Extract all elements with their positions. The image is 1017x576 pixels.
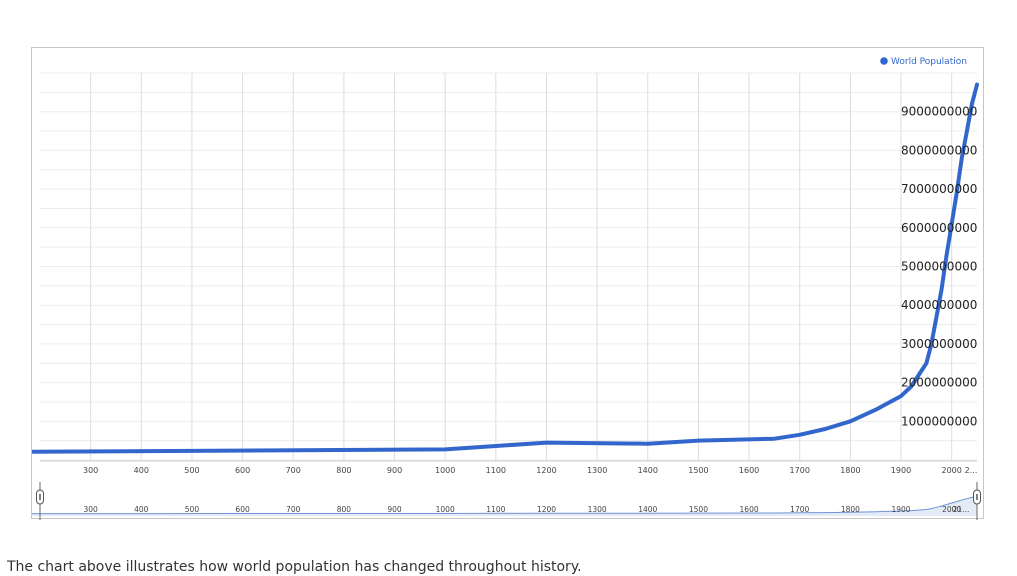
x-tick-label: 1700: [790, 466, 810, 475]
plot-area: [32, 82, 979, 454]
chart-frame: 300 400 500 600 700 800 900 1000 1100 1200 1300 140…: [31, 47, 984, 520]
y-tick-label: 3000000000: [901, 337, 977, 351]
grid: [40, 72, 977, 462]
legend-label: World Population: [891, 57, 967, 67]
x-tick-label: 1900: [891, 466, 911, 475]
navigator-track: [40, 494, 977, 516]
navigator-right-handle[interactable]: [973, 482, 981, 520]
y-tick-label: 2000000000: [901, 376, 977, 390]
x-tick-label: 700: [286, 466, 301, 475]
navigator-tick-label: 500: [185, 505, 200, 514]
x-tick-label: 1200: [536, 466, 556, 475]
navigator-tick-label: 800: [337, 505, 352, 514]
x-tick-label: 2...: [965, 466, 978, 475]
y-tick-label: 4000000000: [901, 298, 977, 312]
x-tick-label: 1000: [435, 466, 455, 475]
y-tick-label: 8000000000: [901, 143, 977, 157]
x-tick-label: 600: [235, 466, 250, 475]
navigator-tick-label: 700: [286, 505, 301, 514]
navigator-tick-label: 1100: [486, 505, 505, 514]
x-axis: 300 400 500 600 700 800 900 1000 1100 1200 1300 140…: [83, 466, 977, 475]
navigator-tick-label: 1400: [638, 505, 657, 514]
y-tick-label: 7000000000: [901, 182, 977, 196]
x-tick-label: 2000: [941, 466, 961, 475]
navigator-tick-label: 2000: [942, 505, 961, 514]
navigator-tick-label: 21...: [953, 505, 970, 514]
legend: World Population: [880, 57, 967, 67]
navigator-tick-label: 600: [235, 505, 250, 514]
x-tick-label: 1600: [739, 466, 759, 475]
y-axis: 1000000000 2000000000 3000000000 4000000000…: [901, 105, 977, 429]
x-tick-label: 1400: [638, 466, 658, 475]
y-tick-label: 6000000000: [901, 221, 977, 235]
navigator-line: [32, 496, 978, 515]
navigator-left-handle[interactable]: [36, 482, 44, 520]
navigator-tick-label: 300: [83, 505, 98, 514]
navigator-tick-label: 1000: [436, 505, 455, 514]
navigator-tick-label: 1200: [537, 505, 556, 514]
navigator-tick-label: 400: [134, 505, 149, 514]
x-tick-label: 1300: [587, 466, 607, 475]
navigator-tick-label: 1800: [841, 505, 860, 514]
navigator-tick-label: 1900: [891, 505, 910, 514]
x-tick-label: 1100: [486, 466, 506, 475]
series-line: [32, 82, 979, 454]
navigator-tick-label: 1500: [689, 505, 708, 514]
x-tick-label: 500: [184, 466, 199, 475]
navigator-tick-label: 1700: [790, 505, 809, 514]
x-tick-label: 400: [134, 466, 149, 475]
y-tick-label: 9000000000: [901, 105, 977, 119]
range-navigator[interactable]: 300 400 500 600 700 800 900 1000 1100 1200 1300 140…: [32, 482, 981, 520]
x-tick-label: 1800: [840, 466, 860, 475]
navigator-tick-label: 1300: [588, 505, 607, 514]
y-tick-label: 5000000000: [901, 260, 977, 274]
population-chart: 300 400 500 600 700 800 900 1000 1100 1200 1300 140…: [32, 57, 981, 520]
x-tick-label: 300: [83, 466, 98, 475]
navigator-tick-label: 1600: [740, 505, 759, 514]
x-tick-label: 900: [387, 466, 402, 475]
y-tick-label: 1000000000: [901, 414, 977, 428]
legend-marker: [880, 57, 888, 65]
chart-caption: The chart above illustrates how world po…: [7, 559, 582, 575]
x-tick-label: 1500: [688, 466, 708, 475]
x-tick-label: 800: [336, 466, 351, 475]
navigator-tick-label: 900: [387, 505, 402, 514]
